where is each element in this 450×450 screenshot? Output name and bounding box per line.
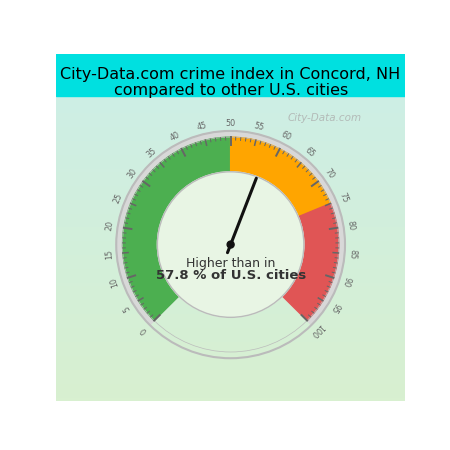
Text: 25: 25 (112, 192, 124, 205)
Text: 55: 55 (253, 121, 265, 132)
Text: 20: 20 (105, 220, 115, 231)
Circle shape (158, 172, 304, 317)
Text: 80: 80 (346, 220, 356, 231)
Wedge shape (283, 203, 339, 320)
Text: City-Data.com crime index in Concord, NH: City-Data.com crime index in Concord, NH (60, 68, 401, 82)
Text: 90: 90 (341, 276, 352, 288)
Bar (56, 54, 405, 95)
Text: Higher than in: Higher than in (186, 257, 275, 270)
Text: 95: 95 (328, 301, 341, 315)
Text: 30: 30 (125, 166, 139, 180)
Text: 40: 40 (169, 130, 182, 143)
Text: 0: 0 (140, 325, 149, 335)
Text: 70: 70 (323, 166, 336, 180)
Text: 85: 85 (347, 249, 357, 260)
Text: 15: 15 (104, 249, 114, 260)
Text: City-Data.com: City-Data.com (287, 113, 361, 123)
Text: 50: 50 (225, 119, 236, 128)
Text: 57.8 % of U.S. cities: 57.8 % of U.S. cities (156, 269, 306, 282)
Wedge shape (230, 137, 330, 217)
Text: 65: 65 (303, 146, 317, 159)
Text: 75: 75 (338, 192, 350, 205)
Text: 60: 60 (279, 130, 292, 143)
Wedge shape (116, 131, 345, 325)
Text: 10: 10 (109, 276, 120, 288)
Text: 100: 100 (308, 322, 325, 339)
Text: 35: 35 (144, 146, 158, 159)
Wedge shape (122, 137, 230, 320)
Text: compared to other U.S. cities: compared to other U.S. cities (113, 83, 348, 98)
Text: 5: 5 (122, 303, 132, 312)
Text: 45: 45 (196, 121, 208, 132)
Circle shape (227, 241, 234, 248)
